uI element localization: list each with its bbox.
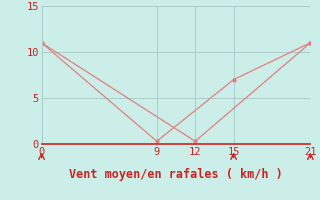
X-axis label: Vent moyen/en rafales ( km/h ): Vent moyen/en rafales ( km/h ) — [69, 168, 283, 181]
